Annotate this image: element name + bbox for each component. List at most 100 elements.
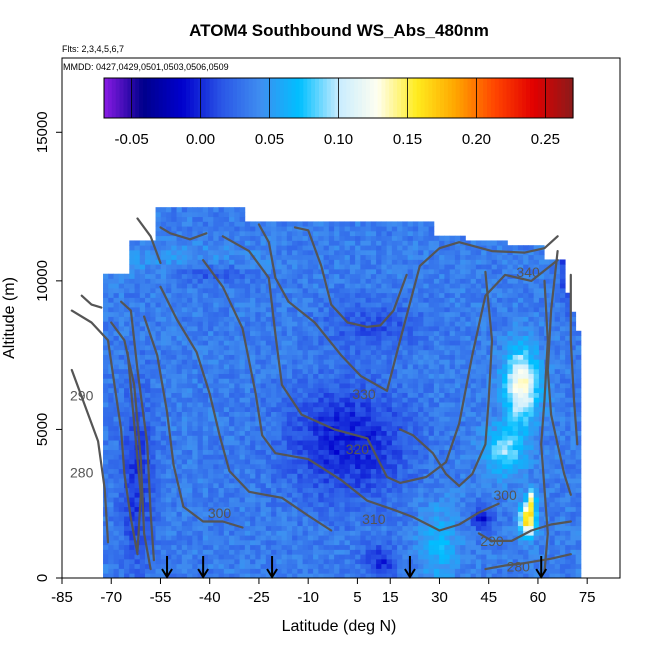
heatmap-cell [423, 354, 430, 360]
heatmap-cell [234, 411, 240, 417]
heatmap-cell [307, 226, 314, 232]
heatmap-cell [281, 297, 288, 303]
heatmap-cell [208, 364, 214, 370]
heatmap-cell [108, 563, 114, 569]
heatmap-cell [365, 449, 372, 455]
heatmap-cell [255, 554, 261, 560]
heatmap-cell [244, 397, 251, 403]
heatmap-cell [365, 335, 372, 341]
heatmap-cell [344, 230, 351, 237]
heatmap-cell [313, 240, 319, 246]
heatmap-cell [202, 554, 209, 560]
heatmap-cell [376, 478, 382, 484]
heatmap-cell [370, 268, 377, 275]
heatmap-cell [302, 240, 309, 246]
heatmap-cell [297, 330, 303, 336]
heatmap-cell [307, 535, 314, 541]
heatmap-cell [223, 497, 230, 503]
heatmap-cell [302, 249, 309, 256]
heatmap-cell [255, 468, 261, 474]
heatmap-cell [145, 273, 151, 279]
heatmap-cell [171, 516, 177, 522]
heatmap-cell [439, 539, 445, 546]
heatmap-cell [181, 359, 188, 365]
heatmap-cell [397, 397, 403, 403]
heatmap-cell [155, 421, 162, 427]
heatmap-cell [365, 273, 372, 279]
heatmap-cell [360, 530, 367, 536]
heatmap-cell [213, 378, 219, 384]
heatmap-cell [328, 573, 335, 578]
heatmap-cell [103, 364, 109, 370]
heatmap-cell [239, 259, 246, 265]
heatmap-cell [381, 292, 388, 298]
heatmap-cell [297, 482, 303, 489]
heatmap-cell [313, 463, 319, 470]
heatmap-cell [339, 406, 346, 412]
heatmap-cell [292, 449, 298, 455]
heatmap-cell [234, 492, 240, 498]
heatmap-cell [202, 478, 209, 484]
heatmap-cell [171, 354, 177, 360]
heatmap-cell [260, 416, 267, 422]
heatmap-cell [271, 525, 277, 531]
heatmap-cell [250, 454, 256, 460]
heatmap-cell [307, 345, 314, 351]
heatmap-cell [124, 359, 130, 365]
heatmap-cell [108, 482, 114, 489]
heatmap-cell [370, 383, 377, 389]
heatmap-cell [208, 497, 214, 503]
heatmap-cell [391, 558, 398, 565]
heatmap-cell [355, 278, 361, 284]
heatmap-cell [129, 459, 135, 465]
heatmap-cell [202, 345, 209, 351]
heatmap-cell [376, 283, 382, 289]
heatmap-cell [349, 506, 356, 512]
heatmap-cell [292, 335, 298, 341]
heatmap-cell [360, 525, 367, 531]
heatmap-cell [313, 392, 319, 398]
heatmap-cell [334, 364, 340, 370]
heatmap-cell [171, 501, 177, 508]
heatmap-cell [255, 240, 261, 246]
heatmap-cell [150, 326, 156, 332]
heatmap-cell [433, 302, 440, 308]
heatmap-cell [229, 440, 235, 446]
heatmap-cell [139, 397, 146, 403]
heatmap-cell [339, 573, 346, 578]
heatmap-cell [286, 278, 293, 284]
heatmap-cell [439, 549, 445, 555]
heatmap-cell [150, 287, 156, 294]
heatmap-cell [407, 287, 414, 294]
heatmap-cell [439, 283, 445, 289]
heatmap-cell [250, 240, 256, 246]
heatmap-cell [113, 311, 120, 317]
heatmap-cell [234, 558, 240, 565]
heatmap-cell [292, 492, 298, 498]
heatmap-cell [391, 235, 398, 241]
heatmap-cell [423, 554, 430, 560]
heatmap-cell [360, 278, 367, 284]
heatmap-cell [349, 254, 356, 260]
heatmap-cell [318, 368, 324, 374]
heatmap-cell [428, 444, 435, 451]
heatmap-cell [323, 478, 330, 484]
heatmap-cell [360, 345, 367, 351]
heatmap-cell [397, 297, 403, 303]
heatmap-cell [155, 283, 162, 289]
heatmap-cell [286, 311, 293, 317]
heatmap-cell [223, 473, 230, 479]
heatmap-cell [118, 492, 125, 498]
heatmap-cell [160, 463, 167, 470]
heatmap-cell [176, 411, 183, 417]
heatmap-cell [397, 268, 403, 275]
heatmap-cell [318, 397, 324, 403]
heatmap-cell [103, 378, 109, 384]
heatmap-cell [323, 416, 330, 422]
heatmap-cell [181, 411, 188, 417]
heatmap-cell [171, 249, 177, 256]
heatmap-cell [412, 230, 419, 237]
heatmap-cell [113, 430, 120, 436]
heatmap-cell [302, 406, 309, 412]
heatmap-cell [313, 402, 319, 408]
